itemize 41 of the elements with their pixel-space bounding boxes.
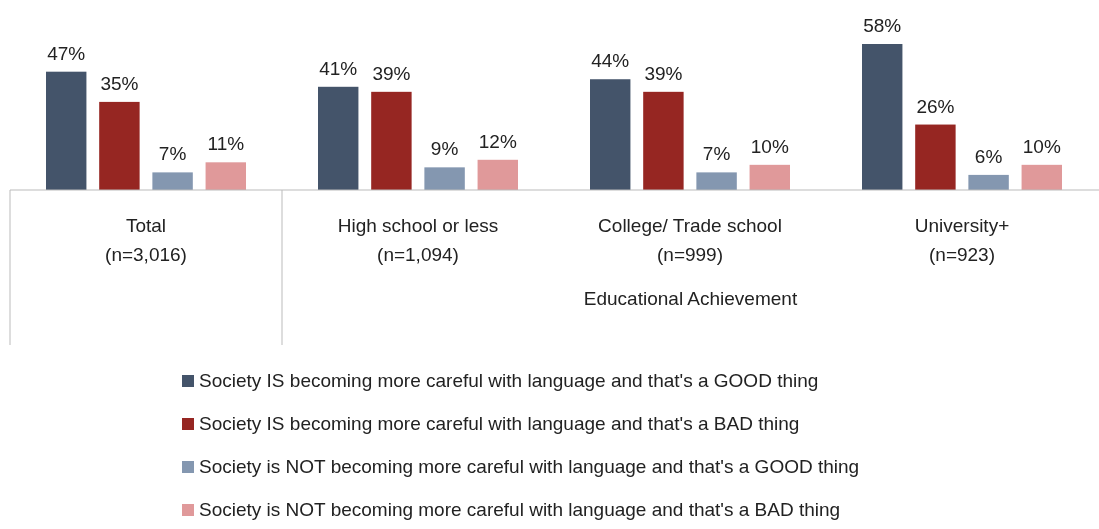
data-label: 10% xyxy=(750,135,789,157)
data-label: 47% xyxy=(47,42,86,64)
data-label: 44% xyxy=(591,50,630,72)
bar xyxy=(643,91,684,190)
bar xyxy=(590,79,631,190)
x-tick-label: High school or less (n=1,094) xyxy=(337,215,499,265)
legend-label: Society is NOT becoming more careful with language and that's a BAD thing xyxy=(199,499,841,520)
x-tick-label: College/ Trade school (n=999) xyxy=(598,215,782,265)
data-label: 26% xyxy=(916,95,955,117)
data-label: 6% xyxy=(974,145,1003,167)
bar xyxy=(1021,164,1062,190)
data-label: 41% xyxy=(319,57,358,79)
bar xyxy=(318,86,359,190)
data-label: 58% xyxy=(863,15,902,36)
bar xyxy=(477,159,518,190)
data-label: 7% xyxy=(702,143,731,165)
bar xyxy=(915,124,956,190)
data-label: 9% xyxy=(430,138,459,160)
data-label: 10% xyxy=(1022,135,1061,157)
bar xyxy=(46,71,87,190)
bar xyxy=(749,164,790,190)
data-label: 7% xyxy=(158,143,187,165)
data-label: 39% xyxy=(644,62,683,84)
bar xyxy=(99,101,140,190)
bar xyxy=(968,174,1009,190)
legend-label: Society IS becoming more careful with language and that's a BAD thing xyxy=(199,413,800,434)
bar xyxy=(205,162,246,190)
data-label: 35% xyxy=(100,72,139,94)
data-label: 11% xyxy=(207,133,245,155)
text: Educational Achievement xyxy=(583,288,798,309)
bar xyxy=(152,172,193,190)
bar xyxy=(424,167,465,190)
bar xyxy=(862,44,903,190)
bar xyxy=(371,91,412,190)
bar xyxy=(696,172,737,190)
x-tick-label: University+ (n=923) xyxy=(914,215,1010,265)
x-tick-label: Total (n=3,016) xyxy=(105,215,187,265)
data-label: 12% xyxy=(478,130,517,152)
legend-label: Society is NOT becoming more careful with language and that's a GOOD thing xyxy=(199,456,860,477)
data-label: 39% xyxy=(372,62,411,84)
legend-label: Society IS becoming more careful with language and that's a GOOD thing xyxy=(199,370,819,391)
